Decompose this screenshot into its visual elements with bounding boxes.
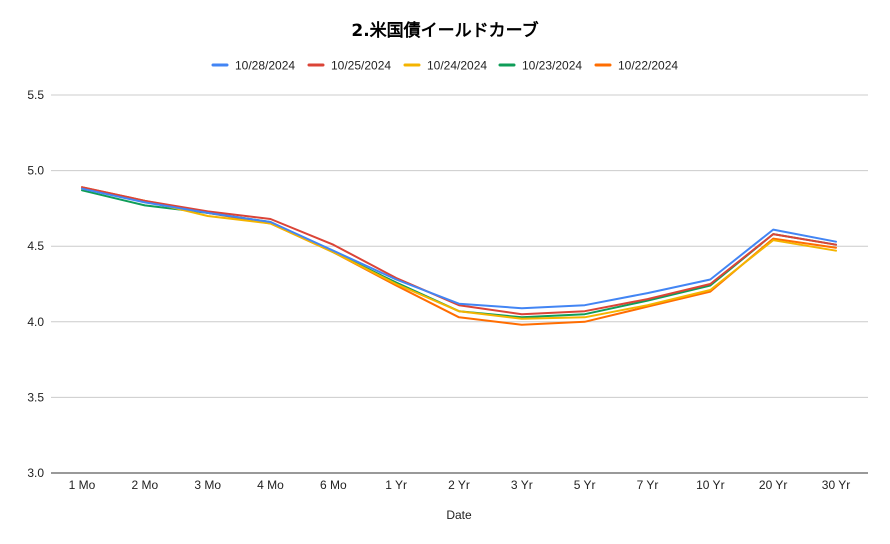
y-tick-label: 4.0 bbox=[27, 315, 44, 329]
series-lines bbox=[81, 186, 837, 326]
x-tick-label: 30 Yr bbox=[822, 478, 850, 492]
x-tick-label: 2 Mo bbox=[131, 478, 158, 492]
legend-label: 10/25/2024 bbox=[331, 59, 391, 73]
chart-title: 2.米国債イールドカーブ bbox=[351, 20, 538, 41]
y-axis-ticks: 3.0 3.5 4.0 4.5 5.0 5.5 bbox=[27, 88, 44, 480]
x-axis-ticks: 1 Mo 2 Mo 3 Mo 4 Mo 6 Mo 1 Yr 2 Yr 3 Yr 5 Yr 7 Yr… bbox=[69, 478, 851, 492]
x-tick-label: 3 Yr bbox=[511, 478, 533, 492]
y-tick-label: 3.0 bbox=[27, 466, 44, 480]
y-tick-label: 5.5 bbox=[27, 88, 44, 102]
x-tick-label: 10 Yr bbox=[696, 478, 724, 492]
y-tick-label: 4.5 bbox=[27, 239, 44, 253]
legend-label: 10/24/2024 bbox=[427, 59, 487, 73]
legend: 10/28/2024 10/25/2024 10/24/2024 10/23/2024… bbox=[211, 59, 678, 73]
series-line-2 bbox=[81, 186, 837, 316]
x-tick-label: 20 Yr bbox=[759, 478, 787, 492]
x-tick-label: 1 Mo bbox=[69, 478, 96, 492]
y-tick-label: 3.5 bbox=[27, 390, 44, 404]
legend-label: 10/23/2024 bbox=[522, 59, 582, 73]
gridlines bbox=[51, 94, 868, 474]
series-line-1 bbox=[81, 187, 837, 310]
x-tick-label: 6 Mo bbox=[320, 478, 347, 492]
x-tick-label: 5 Yr bbox=[574, 478, 596, 492]
series-line-3 bbox=[81, 187, 837, 320]
x-tick-label: 4 Mo bbox=[257, 478, 284, 492]
x-tick-label: 1 Yr bbox=[385, 478, 407, 492]
legend-label: 10/22/2024 bbox=[618, 59, 678, 73]
y-tick-label: 5.0 bbox=[27, 164, 44, 178]
x-tick-label: 7 Yr bbox=[637, 478, 659, 492]
x-axis-title: Date bbox=[446, 508, 472, 522]
x-tick-label: 2 Yr bbox=[448, 478, 470, 492]
x-tick-label: 3 Mo bbox=[194, 478, 221, 492]
legend-label: 10/28/2024 bbox=[235, 59, 295, 73]
